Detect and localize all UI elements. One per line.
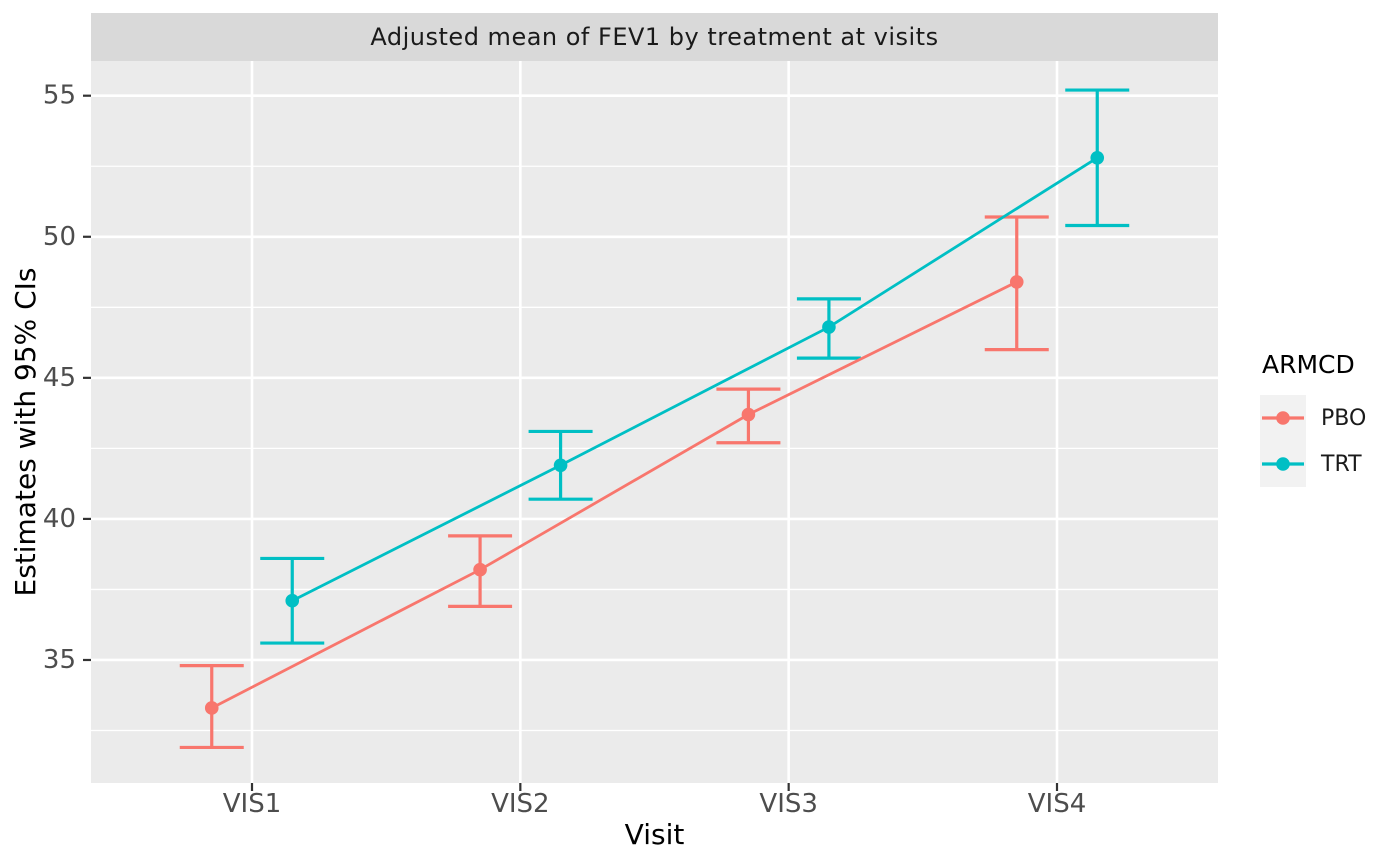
series-line-pbo xyxy=(211,280,1018,710)
x-tick-label: VIS3 xyxy=(759,789,818,819)
y-tick-label: 40 xyxy=(43,504,76,534)
legend-title: ARMCD xyxy=(1262,350,1355,379)
plot-title-strip: Adjusted mean of FEV1 by treatment at vi… xyxy=(91,13,1218,61)
data-point-pbo xyxy=(204,701,219,715)
x-tick-label: VIS4 xyxy=(1028,789,1087,819)
data-point-trt xyxy=(285,593,300,608)
data-point-pbo xyxy=(1009,275,1024,289)
data-point-pbo xyxy=(473,562,487,577)
plot-panel xyxy=(91,61,1218,783)
y-tick-label: 55 xyxy=(43,81,76,111)
x-axis-title: Visit xyxy=(624,818,685,851)
plot-title: Adjusted mean of FEV1 by treatment at vi… xyxy=(370,23,939,51)
legend-label-trt: TRT xyxy=(1321,451,1362,477)
y-tick-label: 35 xyxy=(43,645,76,675)
legend-label-pbo: PBO xyxy=(1321,405,1367,431)
data-point-trt xyxy=(822,320,836,334)
data-point-trt xyxy=(1090,150,1105,165)
y-axis-title: Estimates with 95% CIs xyxy=(9,267,42,597)
legend-item-trt: TRT xyxy=(1260,441,1366,487)
data-point-trt xyxy=(553,458,568,473)
x-tick-label: VIS2 xyxy=(491,789,550,819)
legend-item-pbo: PBO xyxy=(1260,395,1366,441)
x-tick-label: VIS1 xyxy=(223,789,282,819)
data-point-pbo xyxy=(741,407,756,422)
y-tick-label: 45 xyxy=(43,363,76,393)
legend: ARMCD PBO TRT xyxy=(1260,350,1366,487)
series-line-trt xyxy=(291,156,1098,602)
legend-key-pbo-icon xyxy=(1260,395,1306,441)
y-tick-label: 50 xyxy=(43,222,76,252)
legend-key-trt-icon xyxy=(1260,441,1306,487)
